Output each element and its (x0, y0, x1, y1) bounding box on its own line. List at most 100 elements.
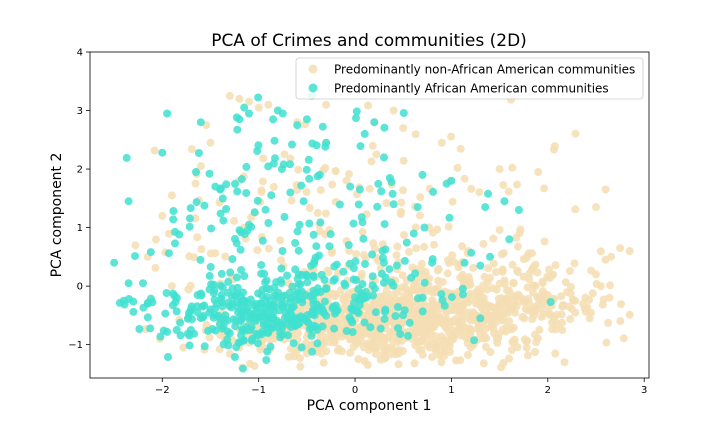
scatter-point (398, 283, 407, 292)
scatter-point (505, 235, 514, 244)
scatter-point (523, 283, 532, 292)
scatter-point (216, 281, 225, 290)
scatter-point (601, 185, 610, 194)
scatter-point (531, 347, 539, 356)
scatter-point (438, 278, 447, 286)
scatter-point (253, 246, 262, 255)
scatter-point (454, 263, 463, 272)
scatter-point (152, 235, 160, 244)
scatter-point (464, 273, 473, 282)
scatter-point (389, 106, 398, 115)
scatter-point (566, 315, 575, 323)
scatter-points-layer (110, 91, 634, 373)
scatter-point (369, 239, 378, 248)
scatter-point (447, 293, 456, 302)
scatter-point (356, 326, 365, 335)
scatter-point (380, 153, 388, 162)
scatter-point (602, 338, 611, 347)
scatter-point (297, 343, 306, 352)
scatter-point (340, 279, 349, 288)
scatter-point (456, 356, 465, 365)
scatter-point (344, 294, 353, 303)
scatter-point (558, 326, 567, 335)
scatter-point (236, 317, 245, 325)
scatter-point (498, 267, 507, 276)
scatter-point (418, 170, 427, 179)
scatter-point (459, 321, 467, 330)
scatter-point (296, 362, 305, 371)
scatter-point (192, 198, 201, 207)
scatter-point (291, 321, 300, 330)
scatter-point (501, 327, 510, 336)
scatter-point (307, 331, 316, 340)
scatter-point (345, 246, 354, 255)
scatter-point (331, 167, 340, 176)
scatter-point (219, 322, 228, 331)
scatter-point (385, 265, 394, 274)
scatter-point (376, 355, 385, 364)
scatter-point (261, 205, 270, 214)
scatter-point (200, 342, 209, 351)
scatter-point (326, 230, 335, 239)
legend-marker-african-american (308, 83, 318, 93)
scatter-point (278, 247, 287, 255)
scatter-point (466, 280, 475, 289)
scatter-point (169, 207, 178, 215)
scatter-point (347, 316, 356, 325)
scatter-point (254, 339, 262, 348)
scatter-point (361, 260, 369, 268)
scatter-point (334, 344, 343, 353)
scatter-point (550, 142, 559, 151)
scatter-point (185, 214, 194, 223)
scatter-point (426, 330, 435, 339)
scatter-point (481, 203, 490, 212)
scatter-point (320, 297, 329, 306)
scatter-point (476, 314, 485, 323)
scatter-point (288, 140, 296, 149)
scatter-point (156, 332, 165, 341)
scatter-point (216, 185, 225, 194)
scatter-point (479, 359, 488, 368)
scatter-point (368, 272, 377, 281)
scatter-point (370, 118, 379, 127)
scatter-point (264, 328, 273, 337)
scatter-point (179, 343, 188, 352)
scatter-point (220, 315, 229, 324)
scatter-point (402, 238, 411, 247)
scatter-point (428, 288, 437, 297)
scatter-point (143, 299, 152, 308)
scatter-point (528, 249, 536, 258)
scatter-point (269, 183, 278, 191)
scatter-point (146, 324, 155, 333)
scatter-point (240, 272, 249, 280)
chart-title: PCA of Crimes and communities (2D) (211, 31, 527, 51)
scatter-point (563, 288, 572, 296)
scatter-point (264, 219, 273, 227)
scatter-point (259, 154, 268, 163)
scatter-point (198, 313, 207, 322)
scatter-point (164, 353, 172, 361)
scatter-point (185, 222, 194, 231)
scatter-point (399, 109, 408, 117)
scatter-point (409, 229, 418, 238)
scatter-point (381, 273, 390, 282)
scatter-point (313, 172, 322, 181)
scatter-point (316, 186, 325, 195)
scatter-point (405, 318, 414, 327)
scatter-point (470, 336, 479, 345)
scatter-point (298, 294, 307, 303)
scatter-point (360, 129, 369, 138)
scatter-point (475, 188, 484, 197)
scatter-point (243, 304, 252, 313)
scatter-point (513, 268, 522, 276)
plot-area-frame (89, 51, 650, 379)
scatter-point (299, 197, 308, 206)
scatter-point (236, 338, 245, 347)
scatter-point (196, 255, 205, 264)
scatter-point (291, 296, 300, 305)
scatter-point (485, 303, 493, 312)
scatter-point (293, 227, 302, 236)
scatter-point (318, 122, 327, 131)
scatter-point (437, 290, 446, 299)
scatter-point (287, 196, 296, 205)
